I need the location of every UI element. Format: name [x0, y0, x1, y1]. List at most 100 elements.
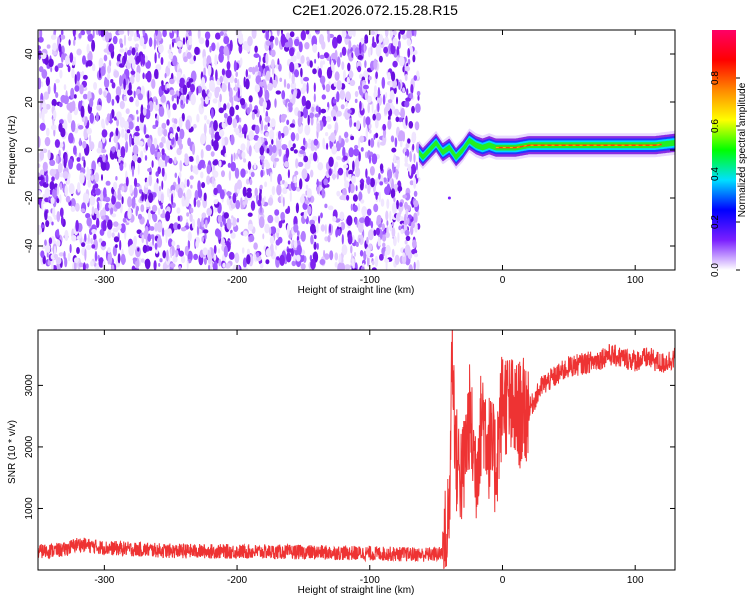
heatmap-noise-cell [79, 172, 85, 185]
heatmap-noise-cell [308, 138, 311, 143]
heatmap-noise-cell [333, 81, 337, 87]
heatmap-noise-cell [406, 30, 412, 40]
heatmap-noise-cell [405, 254, 408, 265]
heatmap-noise-cell [242, 267, 249, 270]
heatmap-noise-cell [168, 157, 173, 164]
heatmap-noise-cell [39, 169, 45, 176]
heatmap-noise-cell [339, 195, 345, 201]
heatmap-noise-cell [127, 207, 132, 220]
heatmap-noise-cell [129, 75, 135, 85]
heatmap-noise-cell [162, 209, 165, 217]
heatmap-noise-cell [383, 46, 388, 54]
heatmap-noise-cell [200, 133, 206, 145]
heatmap-noise-cell [257, 199, 262, 207]
heatmap-noise-cell [125, 176, 129, 187]
heatmap-noise-cell [329, 250, 334, 261]
heatmap-noise-cell [65, 195, 71, 203]
heatmap-noise-cell [57, 162, 63, 174]
heatmap-noise-cell [281, 114, 288, 119]
heatmap-noise-cell [367, 247, 371, 259]
heatmap-noise-cell [268, 144, 273, 156]
heatmap-noise-cell [294, 69, 299, 78]
heatmap-noise-cell [152, 124, 157, 129]
heatmap-noise-cell [41, 244, 46, 249]
heatmap-noise-cell [355, 167, 361, 178]
heatmap-noise-cell [109, 112, 112, 125]
heatmap-noise-cell [75, 219, 79, 232]
heatmap-noise-cell [55, 92, 59, 98]
heatmap-noise-cell [265, 31, 270, 41]
heatmap-noise-cell [68, 158, 74, 170]
heatmap-noise-cell [97, 201, 100, 212]
heatmap-noise-cell [314, 146, 318, 151]
heatmap-noise-cell [131, 138, 135, 146]
heatmap-noise-cell [142, 107, 147, 116]
heatmap-noise-cell [221, 68, 225, 76]
heatmap-noise-cell [285, 147, 290, 159]
heatmap-noise-cell [196, 113, 200, 123]
heatmap-noise-cell [129, 30, 134, 37]
heatmap-noise-cell [270, 171, 273, 183]
heatmap-noise-cell [371, 267, 377, 270]
heatmap-noise-cell [360, 266, 365, 270]
heatmap-noise-cell [288, 104, 293, 113]
heatmap-noise-cell [46, 252, 49, 258]
heatmap-noise-cell [338, 253, 342, 264]
heatmap-noise-cell [244, 131, 247, 139]
colorbar-label: Normalized spectral amplitude [737, 82, 748, 217]
heatmap-noise-cell [337, 167, 344, 176]
heatmap-noise-cell [131, 197, 136, 209]
heatmap-noise-cell [232, 118, 238, 129]
heatmap-noise-cell [147, 233, 152, 242]
heatmap-noise-cell [315, 105, 320, 113]
heatmap-noise-cell [352, 108, 355, 114]
heatmap-noise-cell [413, 261, 416, 270]
heatmap-noise-cell [283, 161, 290, 168]
heatmap-noise-cell [409, 151, 412, 163]
heatmap-noise-cell [47, 260, 51, 266]
heatmap-noise-cell [276, 227, 280, 234]
heatmap-noise-cell [278, 63, 282, 72]
heatmap-noise-cell [183, 201, 188, 207]
heatmap-noise-cell [45, 173, 49, 184]
heatmap-noise-cell [77, 125, 84, 130]
snr-x-ticks: -300 -200 -100 0 100 [94, 330, 644, 586]
snr-frame [37, 329, 676, 571]
heatmap-noise-cell [213, 139, 219, 152]
heatmap-noise-cell [245, 69, 248, 78]
heatmap-noise-cell [183, 56, 188, 63]
heatmap-noise-cell [305, 30, 310, 35]
heatmap-noise-cell [240, 168, 246, 178]
heatmap-noise-cell [223, 245, 228, 258]
heatmap-noise-cell [363, 84, 369, 90]
heatmap-noise-cell [351, 52, 354, 58]
heatmap-noise-cell [225, 69, 232, 79]
heatmap-noise-cell [365, 127, 368, 140]
heatmap-noise-cell [230, 153, 233, 165]
heatmap-noise-cell [113, 236, 120, 243]
heatmap-noise-cell [123, 120, 129, 130]
heatmap-noise-cell [70, 120, 76, 133]
heatmap-noise-cell [368, 154, 372, 164]
heatmap-noise-cell [397, 40, 401, 49]
heatmap-noise-cell [304, 200, 310, 205]
snr-panel: -300 -200 -100 0 100 1000 2000 3000 Height of … [7, 329, 676, 596]
heatmap-noise-cell [324, 224, 327, 235]
heatmap-noise-cell [374, 118, 379, 129]
heatmap-noise-cell [109, 132, 112, 140]
heatmap-noise-cell [348, 70, 354, 79]
heatmap-noise-cell [298, 41, 303, 53]
heatmap-noise-cell [248, 234, 255, 242]
heatmap-noise-cell [359, 250, 364, 257]
heatmap-noise-cell [38, 54, 41, 61]
heatmap-noise-cell [42, 161, 48, 172]
heatmap-noise-cell [201, 96, 204, 109]
heatmap-noise-cell [274, 98, 277, 108]
heatmap-noise-cell [389, 223, 393, 232]
x-tick-label: 100 [627, 575, 644, 586]
heatmap-noise-cell [170, 248, 173, 259]
heatmap-noise-cell [218, 52, 224, 63]
heatmap-noise-cell [154, 68, 159, 80]
heatmap-noise-cell [408, 264, 413, 270]
